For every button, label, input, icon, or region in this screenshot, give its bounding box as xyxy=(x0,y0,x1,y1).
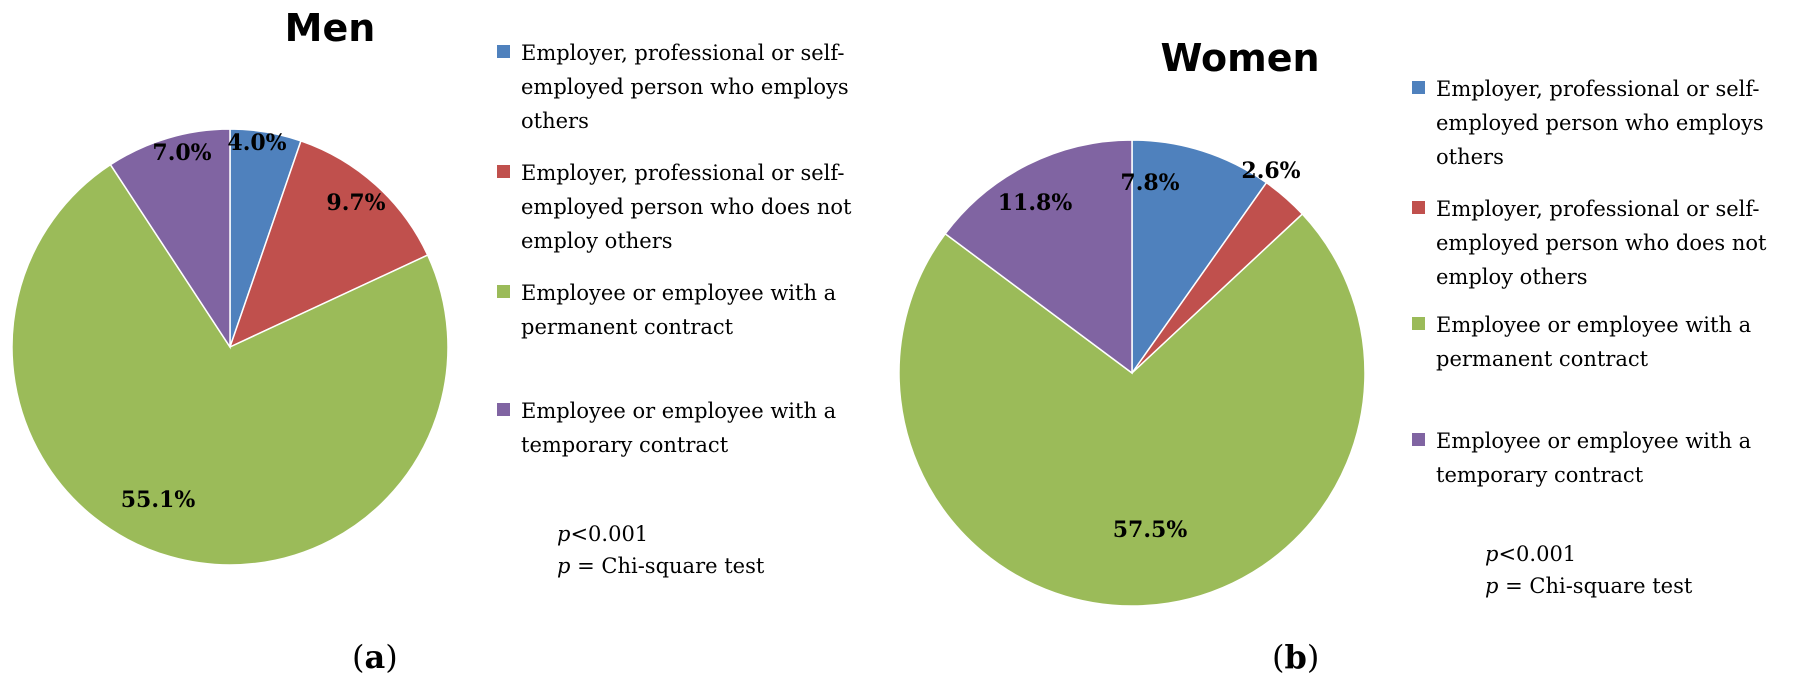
data-label: 7.8% xyxy=(1120,170,1179,196)
slice-employer-no-employees xyxy=(228,139,429,349)
legend-swatch-icon xyxy=(497,165,510,178)
legend-swatch-icon xyxy=(497,285,510,298)
data-label: 7.0% xyxy=(152,140,211,166)
legend-label: Employer, professional or self-employed … xyxy=(521,41,849,133)
test-name-line: p = Chi-square test xyxy=(557,554,765,578)
panel-label: (a) xyxy=(352,638,398,676)
legend-swatch-icon xyxy=(1412,317,1425,330)
pie-chart: 7.8% 2.6% 57.5% 11.8% xyxy=(898,139,1366,607)
legend-label: Employee or employee with a permanent co… xyxy=(1436,313,1752,371)
legend-label: Employee or employee with a temporary co… xyxy=(1436,429,1752,487)
test-name-line: p = Chi-square test xyxy=(1485,574,1693,598)
legend-swatch-icon xyxy=(1412,81,1425,94)
pie-chart: 4.0% 9.7% 55.1% 7.0% xyxy=(11,128,449,566)
legend-label: Employer, professional or self-employed … xyxy=(1436,77,1764,169)
legend-swatch-icon xyxy=(497,403,510,416)
legend-swatch-icon xyxy=(1412,201,1425,214)
data-label: 11.8% xyxy=(998,190,1073,216)
significance-note: p<0.001 p = Chi-square test xyxy=(1485,538,1692,602)
legend-swatch-icon xyxy=(1412,433,1425,446)
legend-label: Employee or employee with a permanent co… xyxy=(521,281,837,339)
slice-employer-employs-others xyxy=(1131,139,1268,376)
data-label: 55.1% xyxy=(121,487,196,513)
slice-permanent-contract xyxy=(898,212,1366,607)
p-value-line: p<0.001 xyxy=(557,522,649,546)
chart-panel-women: Women 7.8% 2.6% 57.5% 11.8% Employer, profe… xyxy=(898,0,1800,696)
data-label: 4.0% xyxy=(227,130,286,156)
panel-label: (b) xyxy=(1272,638,1320,676)
legend: Employer, professional or self-employed … xyxy=(1412,72,1792,492)
legend: Employer, professional or self-employed … xyxy=(497,36,877,457)
data-label: 9.7% xyxy=(326,190,385,216)
legend-label: Employee or employee with a temporary co… xyxy=(521,399,837,457)
significance-note: p<0.001 p = Chi-square test xyxy=(557,518,764,582)
data-label: 2.6% xyxy=(1241,158,1300,184)
chart-title: Men xyxy=(284,6,376,50)
slice-permanent-contract xyxy=(11,163,449,566)
legend-label: Employer, professional or self-employed … xyxy=(1436,197,1767,289)
data-label: 57.5% xyxy=(1113,517,1188,543)
slice-temporary-contract xyxy=(109,128,231,350)
p-value-line: p<0.001 xyxy=(1485,542,1577,566)
slice-temporary-contract xyxy=(944,139,1133,375)
legend-label: Employer, professional or self-employed … xyxy=(521,161,852,253)
chart-title: Women xyxy=(1160,36,1320,80)
chart-panel-men: Men 4.0% 9.7% 55.1% 7.0% Employer, professi… xyxy=(11,6,877,676)
legend-swatch-icon xyxy=(497,45,510,58)
